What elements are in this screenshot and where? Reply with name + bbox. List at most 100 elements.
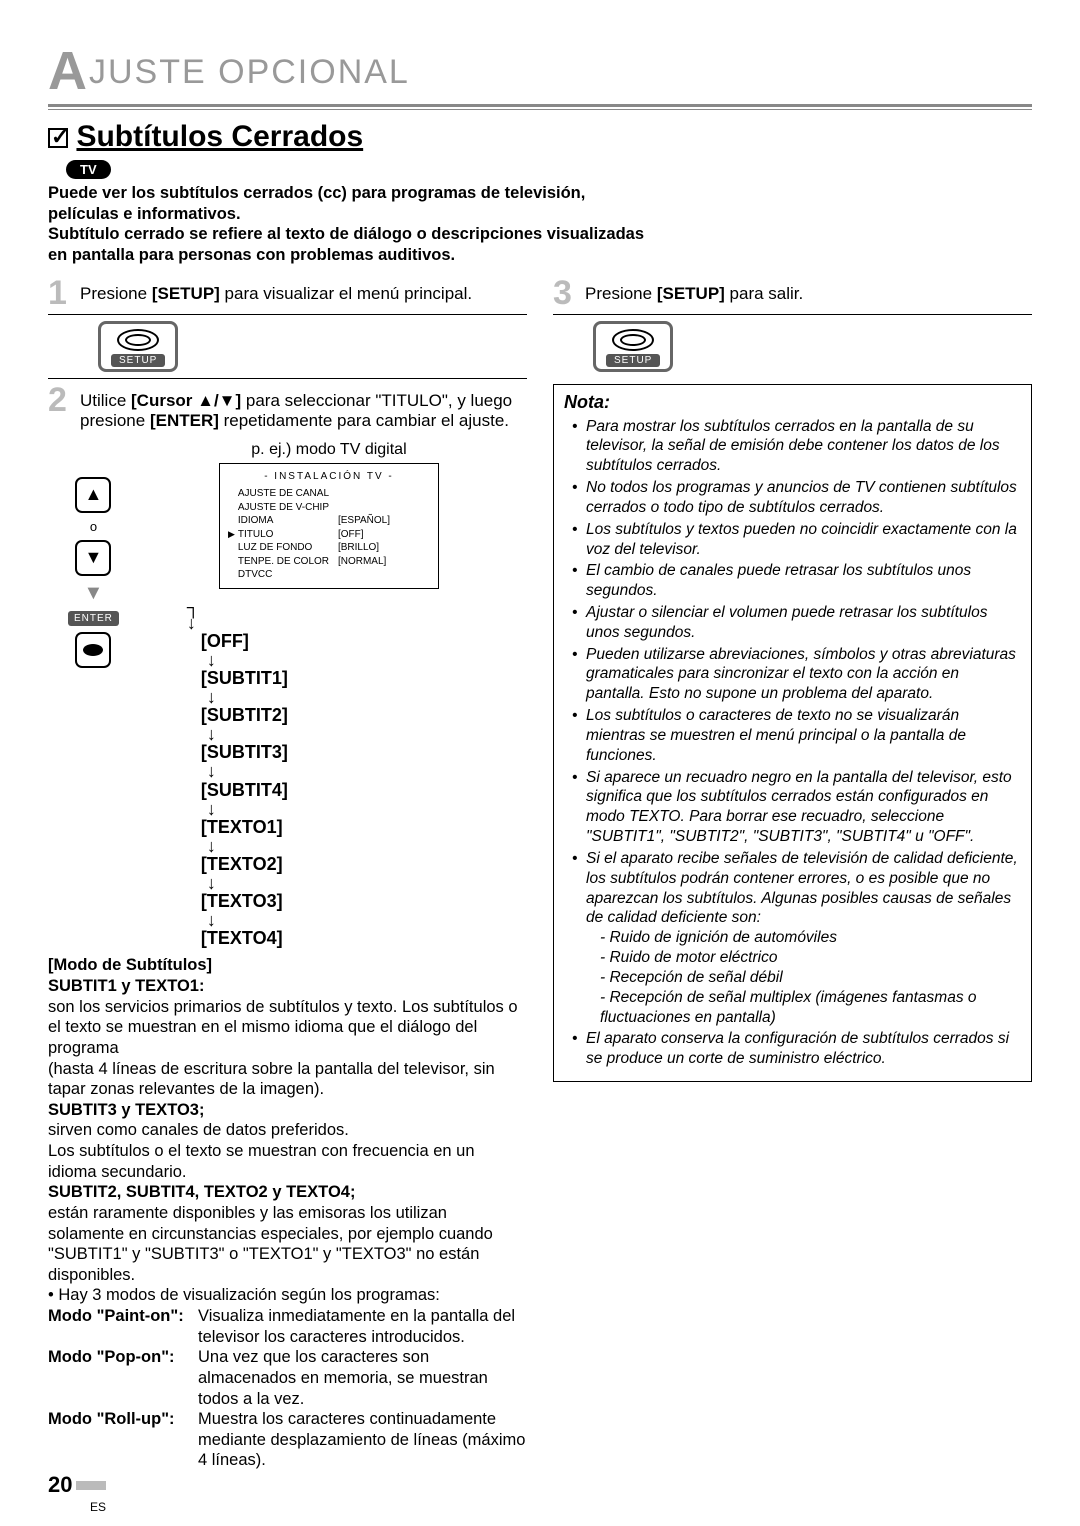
header-prefix: A (48, 41, 89, 101)
setup-button-graphic-2: SETUP (593, 321, 1032, 372)
header-rest: JUSTE OPCIONAL (89, 53, 410, 91)
page-num-bar (76, 1481, 106, 1490)
note-item: Ajustar o silenciar el volumen puede ret… (576, 603, 1021, 643)
modo-p2: sirven como canales de datos preferidos. (48, 1120, 527, 1141)
flow-arrow-icon: ↓ (207, 912, 527, 928)
right-column: 3 Presione [SETUP] para salir. SETUP Not… (553, 276, 1032, 1472)
modo-h3: SUBTIT3 y TEXTO3; (48, 1100, 527, 1121)
step2-pre: Utilice (80, 391, 131, 410)
note-item: El aparato conserva la configuración de … (576, 1029, 1021, 1069)
flow-arrow-icon: ↓ (207, 689, 527, 705)
menu-row: ▶TENPE. DE COLOR[NORMAL] (228, 555, 430, 569)
intro-line2: Subtítulo cerrado se refiere al texto de… (48, 224, 648, 265)
step3-pre: Presione (585, 284, 657, 303)
menu-row: ▶AJUSTE DE V-CHIP (228, 501, 430, 515)
modo-bullet: • Hay 3 modos de visualización según los… (48, 1285, 527, 1306)
subtitle-flow: ┐↓[OFF]↓[SUBTIT1]↓[SUBTIT2]↓[SUBTIT3]↓[S… (201, 599, 527, 950)
step1-pre: Presione (80, 284, 152, 303)
modo-p2b: Los subtítulos o el texto se muestran co… (48, 1141, 527, 1182)
flow-arrow-icon: ↓ (207, 726, 527, 742)
step3-key: [SETUP] (657, 284, 725, 303)
mode1-key: Modo "Paint-on": (48, 1306, 198, 1347)
mode2-key: Modo "Pop-on": (48, 1347, 198, 1409)
menu-row: ▶AJUSTE DE CANAL (228, 487, 430, 501)
modo-h4: SUBTIT2, SUBTIT4, TEXTO2 y TEXTO4; (48, 1182, 527, 1203)
example-label: p. ej.) modo TV digital (131, 441, 527, 459)
note-item: Los subtítulos y textos pueden no coinci… (576, 520, 1021, 560)
checkbox-icon (48, 128, 68, 148)
intro-text: Puede ver los subtítulos cerrados (cc) p… (48, 183, 648, 266)
note-item: Si aparece un recuadro negro en la panta… (576, 768, 1021, 847)
step2-number: 2 (48, 383, 72, 417)
modo-p1: son los servicios primarios de subtítulo… (48, 997, 527, 1059)
note-item: Para mostrar los subtítulos cerrados en … (576, 417, 1021, 476)
step1-text: Presione [SETUP] para visualizar el menú… (80, 284, 472, 304)
note-subitem: Ruido de motor eléctrico (586, 948, 1021, 968)
flow-arrow-icon: ↓ (207, 838, 527, 854)
flow-item: [TEXTO2] (201, 854, 527, 875)
note-subitem: Recepción de señal multiplex (imágenes f… (586, 988, 1021, 1028)
note-box: Nota: Para mostrar los subtítulos cerrad… (553, 384, 1032, 1083)
setup-label-2: SETUP (606, 354, 660, 367)
left-column: 1 Presione [SETUP] para visualizar el me… (48, 276, 527, 1472)
step2-body: ▲ o ▼ ▼ ENTER p. ej.) modo TV digital - … (48, 441, 527, 950)
modo-h1: [Modo de Subtítulos] (48, 955, 527, 976)
flow-item: [OFF] (201, 631, 527, 652)
flow-arrow-icon: ↓ (207, 875, 527, 891)
note-item: No todos los programas y anuncios de TV … (576, 478, 1021, 518)
page-header: AJUSTE OPCIONAL (48, 40, 1032, 102)
tv-menu-box: - INSTALACIÓN TV - ▶AJUSTE DE CANAL▶AJUS… (219, 463, 439, 589)
header-rule (48, 104, 1032, 110)
or-label: o (90, 519, 97, 534)
modo-p1b: (hasta 4 líneas de escritura sobre la pa… (48, 1059, 527, 1100)
enter-button-icon (75, 632, 111, 668)
step2-key2: [ENTER] (150, 411, 219, 430)
flow-item: [SUBTIT2] (201, 705, 527, 726)
down-arrow-button: ▼ (75, 540, 111, 576)
intro-line1: Puede ver los subtítulos cerrados (cc) p… (48, 183, 648, 224)
flow-item: [TEXTO3] (201, 891, 527, 912)
remote-buttons: ▲ o ▼ ▼ ENTER (68, 477, 119, 950)
mode2-val: Una vez que los caracteres son almacenad… (198, 1347, 527, 1409)
step3-post: para salir. (725, 284, 803, 303)
note-item: Si el aparato recibe señales de televisi… (576, 849, 1021, 1027)
note-item: El cambio de canales puede retrasar los … (576, 561, 1021, 601)
setup-oval-icon (117, 329, 159, 351)
note-item: Los subtítulos o caracteres de texto no … (576, 706, 1021, 765)
flow-item: [SUBTIT4] (201, 780, 527, 801)
step1-key: [SETUP] (152, 284, 220, 303)
step3-text: Presione [SETUP] para salir. (585, 284, 803, 304)
flow-item: [SUBTIT3] (201, 742, 527, 763)
mode3-key: Modo "Roll-up": (48, 1409, 198, 1471)
setup-label-1: SETUP (111, 354, 165, 367)
section-title-row: Subtítulos Cerrados (48, 120, 1032, 154)
step3-number: 3 (553, 276, 577, 310)
step2-post: repetidamente para cambiar el ajuste. (219, 411, 509, 430)
page-number: 20 (48, 1472, 106, 1498)
menu-title: - INSTALACIÓN TV - (228, 470, 430, 484)
setup-oval-icon-2 (612, 329, 654, 351)
page-num-text: 20 (48, 1472, 72, 1497)
step1-number: 1 (48, 276, 72, 310)
mode-description: [Modo de Subtítulos] SUBTIT1 y TEXTO1: s… (48, 955, 527, 1471)
step-1: 1 Presione [SETUP] para visualizar el me… (48, 276, 527, 315)
modo-p3: están raramente disponibles y las emisor… (48, 1203, 527, 1286)
step2-key: [Cursor ▲/▼] (131, 391, 241, 410)
flow-item: [SUBTIT1] (201, 668, 527, 689)
up-arrow-button: ▲ (75, 477, 111, 513)
flow-arrow-icon: ↓ (207, 763, 527, 779)
note-title: Nota: (564, 391, 1021, 414)
step1-post: para visualizar el menú principal. (220, 284, 472, 303)
menu-row: ▶IDIOMA[ESPAÑOL] (228, 514, 430, 528)
mode1-val: Visualiza inmediatamente en la pantalla … (198, 1306, 527, 1347)
flow-arrow-icon: ↓ (207, 652, 527, 668)
tv-badge: TV (66, 160, 111, 179)
flow-item: [TEXTO1] (201, 817, 527, 838)
down-indicator-icon: ▼ (84, 582, 104, 605)
step2-text: Utilice [Cursor ▲/▼] para seleccionar "T… (80, 391, 527, 431)
flow-item: [TEXTO4] (201, 928, 527, 949)
flow-arrow-icon: ↓ (207, 801, 527, 817)
mode3-val: Muestra los caracteres continuadamente m… (198, 1409, 527, 1471)
menu-row: ▶DTVCC (228, 568, 430, 582)
setup-button-graphic-1: SETUP (98, 321, 527, 372)
